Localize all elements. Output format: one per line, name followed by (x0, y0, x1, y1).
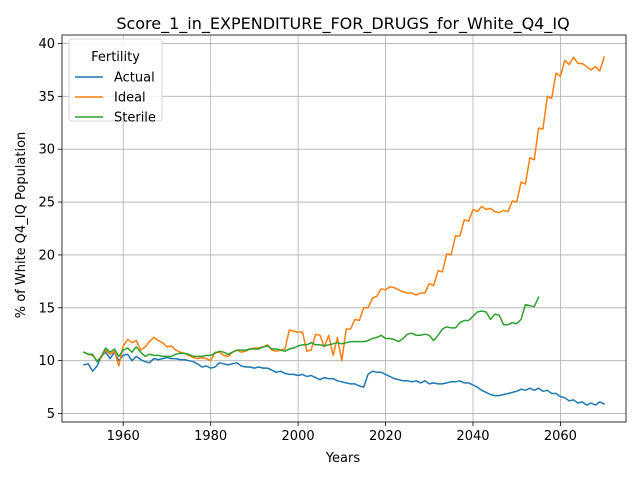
y-tick-label: 20 (38, 248, 55, 263)
y-tick-label: 15 (38, 301, 55, 316)
x-tick-label: 2000 (282, 429, 315, 444)
y-tick-label: 35 (38, 90, 55, 105)
axes: 1960 1980 2000 2020 2040 2060 5 10 15 20 25 30 35 40 (38, 37, 577, 444)
y-axis-label: % of White Q4_IQ Population (14, 132, 29, 319)
series-line-sterile (82, 296, 540, 363)
x-tick-label: 2020 (369, 429, 402, 444)
series-lines (82, 56, 606, 406)
y-tick-label: 40 (38, 37, 55, 52)
y-tick-label: 25 (38, 196, 55, 211)
legend: Fertility Actual Ideal Sterile (68, 38, 163, 126)
legend-label-actual: Actual (114, 71, 155, 86)
legend-label-sterile: Sterile (114, 111, 156, 126)
x-tick-label: 2040 (456, 429, 489, 444)
legend-title: Fertility (91, 50, 140, 65)
legend-label-ideal: Ideal (114, 91, 146, 106)
y-tick-label: 30 (38, 143, 55, 158)
series-line-ideal (82, 56, 606, 367)
x-tick-label: 2060 (544, 429, 577, 444)
y-tick-label: 10 (38, 354, 55, 369)
plot-frame (61, 34, 627, 423)
x-tick-label: 1980 (194, 429, 227, 444)
y-tick-label: 5 (47, 407, 55, 422)
chart-title: Score_1_in_EXPENDITURE_FOR_DRUGS_for_Whi… (116, 14, 569, 34)
legend-box (68, 38, 163, 122)
x-axis-label: Years (325, 451, 361, 466)
x-tick-label: 1960 (107, 429, 140, 444)
series-line-actual (82, 351, 606, 406)
grid (62, 35, 626, 422)
